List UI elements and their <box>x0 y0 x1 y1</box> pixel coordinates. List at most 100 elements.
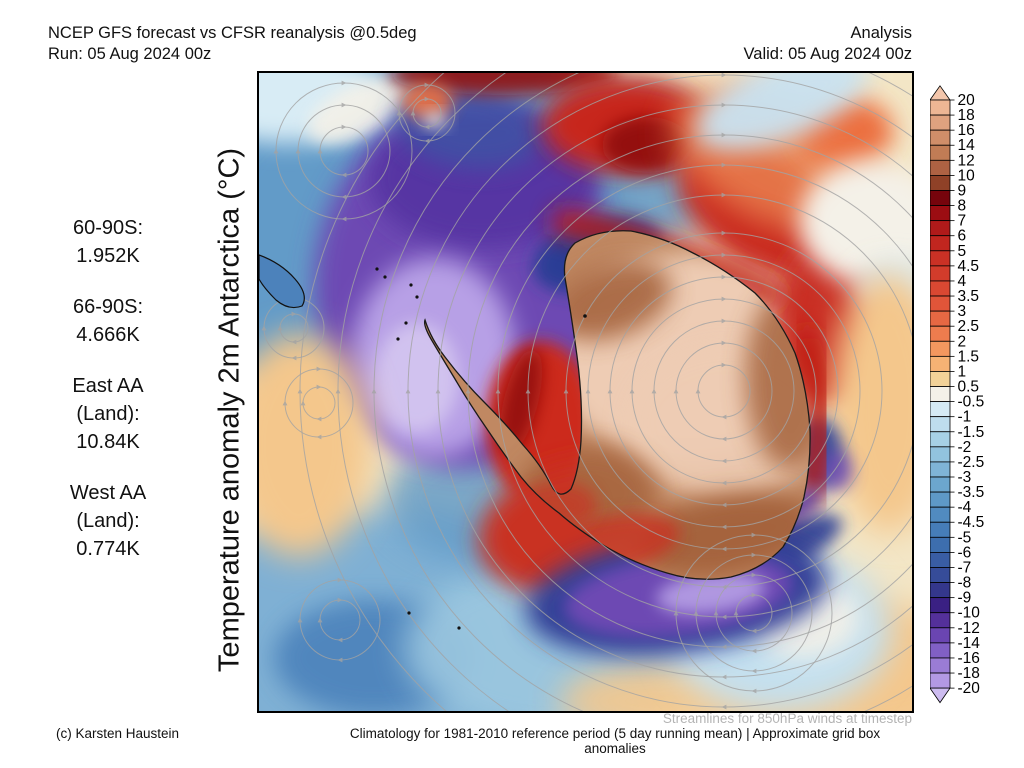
stat-label: 66-90S: <box>72 296 144 318</box>
colorbar-tick-label: 14 <box>958 137 976 154</box>
colorbar-tick-label: -4 <box>958 499 972 516</box>
very-cold-lavender-blob <box>375 323 459 433</box>
colorbar-cell <box>930 250 951 267</box>
colorbar-cell <box>930 159 951 176</box>
colorbar-arrow-bottom <box>930 687 951 704</box>
island-dot <box>396 337 400 341</box>
colorbar-cell <box>930 190 951 206</box>
header-right: Analysis Valid: 05 Aug 2024 00z <box>744 23 913 65</box>
colorbar-tick-label: -5 <box>958 529 972 546</box>
island-dot <box>415 295 419 299</box>
map-canvas <box>259 73 912 711</box>
colorbar-cell <box>930 265 951 282</box>
colorbar-cell <box>930 431 951 448</box>
colorbar-cell <box>930 129 951 146</box>
colorbar-cell <box>930 401 951 418</box>
colorbar-cell <box>930 672 951 689</box>
colorbar-cell <box>930 99 951 116</box>
colorbar-tick-label: -1 <box>958 409 972 426</box>
colorbar-cell <box>930 597 951 614</box>
colorbar-arrow-top <box>930 85 951 101</box>
header-left: NCEP GFS forecast vs CFSR reanalysis @0.… <box>48 23 417 65</box>
colorbar-tick-label: -16 <box>958 650 980 667</box>
colorbar-tick-label: 10 <box>958 167 976 184</box>
stat-value: 0.774K <box>76 538 140 560</box>
colorbar-tick-label: 18 <box>958 107 975 124</box>
colorbar-cell <box>930 506 951 523</box>
island-dot <box>383 275 387 279</box>
neutral-blob <box>799 161 912 285</box>
colorbar-cell <box>930 235 951 252</box>
colorbar-cell <box>930 567 951 583</box>
colorbar-cell <box>930 536 951 553</box>
axis-title: Temperature anomaly 2m Antarctica (°C) <box>213 147 246 673</box>
streamline <box>261 295 325 361</box>
colorbar-cell <box>930 205 951 222</box>
colorbar-tick-label: 1 <box>958 363 967 380</box>
small-islands <box>259 254 587 630</box>
colorbar-tick-label: 2.5 <box>958 318 980 335</box>
island-dot <box>404 321 408 325</box>
colorbar-tick-label: -6 <box>958 544 972 561</box>
colorbar-cell <box>930 114 951 131</box>
run-time: Run: 05 Aug 2024 00z <box>48 45 212 63</box>
island-dot <box>407 611 411 615</box>
streamline <box>282 366 354 440</box>
streamline <box>673 532 833 694</box>
credit-text: (c) Karsten Haustein <box>56 726 180 741</box>
colorbar-tick-label: 4 <box>958 273 967 290</box>
colorbar-tick-label: -14 <box>958 635 981 652</box>
colorbar-tick-label: 4.5 <box>958 258 980 275</box>
stat-label: 60-90S: <box>72 217 144 239</box>
colorbar-tick-label: 20 <box>958 92 976 109</box>
model-title: NCEP GFS forecast vs CFSR reanalysis @0.… <box>48 24 417 42</box>
colorbar-tick-label: 1.5 <box>958 348 980 365</box>
colorbar-tick-label: -0.5 <box>958 394 985 411</box>
warm-brown-margin <box>745 286 811 470</box>
colorbar-cell <box>930 371 951 387</box>
colorbar-tick-label: -2.5 <box>958 454 985 471</box>
anomaly-stats: 60-90S: 1.952K 66-90S: 4.666K East AA (L… <box>43 214 173 586</box>
colorbar-cell <box>930 582 951 599</box>
streamline <box>297 577 381 663</box>
colorbar-tick-label: 0.5 <box>958 379 980 396</box>
analysis-label: Analysis <box>850 24 912 42</box>
colorbar-cell <box>930 491 951 508</box>
colorbar-tick-label: 16 <box>958 122 975 139</box>
colorbar-tick-label: -20 <box>958 680 981 697</box>
colorbar-tick-label: 3.5 <box>958 288 980 305</box>
colorbar-cell <box>930 386 951 402</box>
colorbar-tick-label: 5 <box>958 243 967 260</box>
colorbar-cell <box>930 476 951 493</box>
climatology-note: Climatology for 1981-2010 reference peri… <box>349 726 881 756</box>
colorbar-cell <box>930 627 951 644</box>
colorbar-cell <box>930 310 951 327</box>
colorbar-cell <box>930 461 951 478</box>
colorbar-tick-label: -18 <box>958 665 980 682</box>
island-dot <box>409 283 413 287</box>
stat-value: 1.952K <box>76 245 140 267</box>
colorbar-cell <box>930 612 951 629</box>
colorbar-cell <box>930 355 951 372</box>
stat-label: East AA (Land): <box>72 375 144 425</box>
streamline-note: Streamlines for 850hPa winds at timestep <box>662 711 912 726</box>
colorbar-tick-label: -3.5 <box>958 484 985 501</box>
colorbar-tick-label: -2 <box>958 439 972 456</box>
colorbar-cell <box>930 295 951 312</box>
colorbar-tick-label: -4.5 <box>958 514 985 531</box>
stat-60-90s: 60-90S: 1.952K <box>43 214 173 270</box>
colorbar-tick-label: 2 <box>958 333 967 350</box>
stat-west-aa: West AA (Land): 0.774K <box>43 479 173 563</box>
colorbar-cell <box>930 521 951 538</box>
colorbar-tick-label: -12 <box>958 620 980 637</box>
colorbar-cell <box>930 175 951 191</box>
stat-value: 10.84K <box>76 431 140 453</box>
anomaly-map <box>257 71 914 713</box>
colorbar: 201816141210987654.543.532.521.510.5-0.5… <box>930 85 985 704</box>
island-dot <box>583 314 587 318</box>
colorbar-cell <box>930 642 951 659</box>
colorbar-tick-label: -3 <box>958 469 972 486</box>
streamline <box>396 82 456 144</box>
colorbar-cell <box>930 280 951 297</box>
